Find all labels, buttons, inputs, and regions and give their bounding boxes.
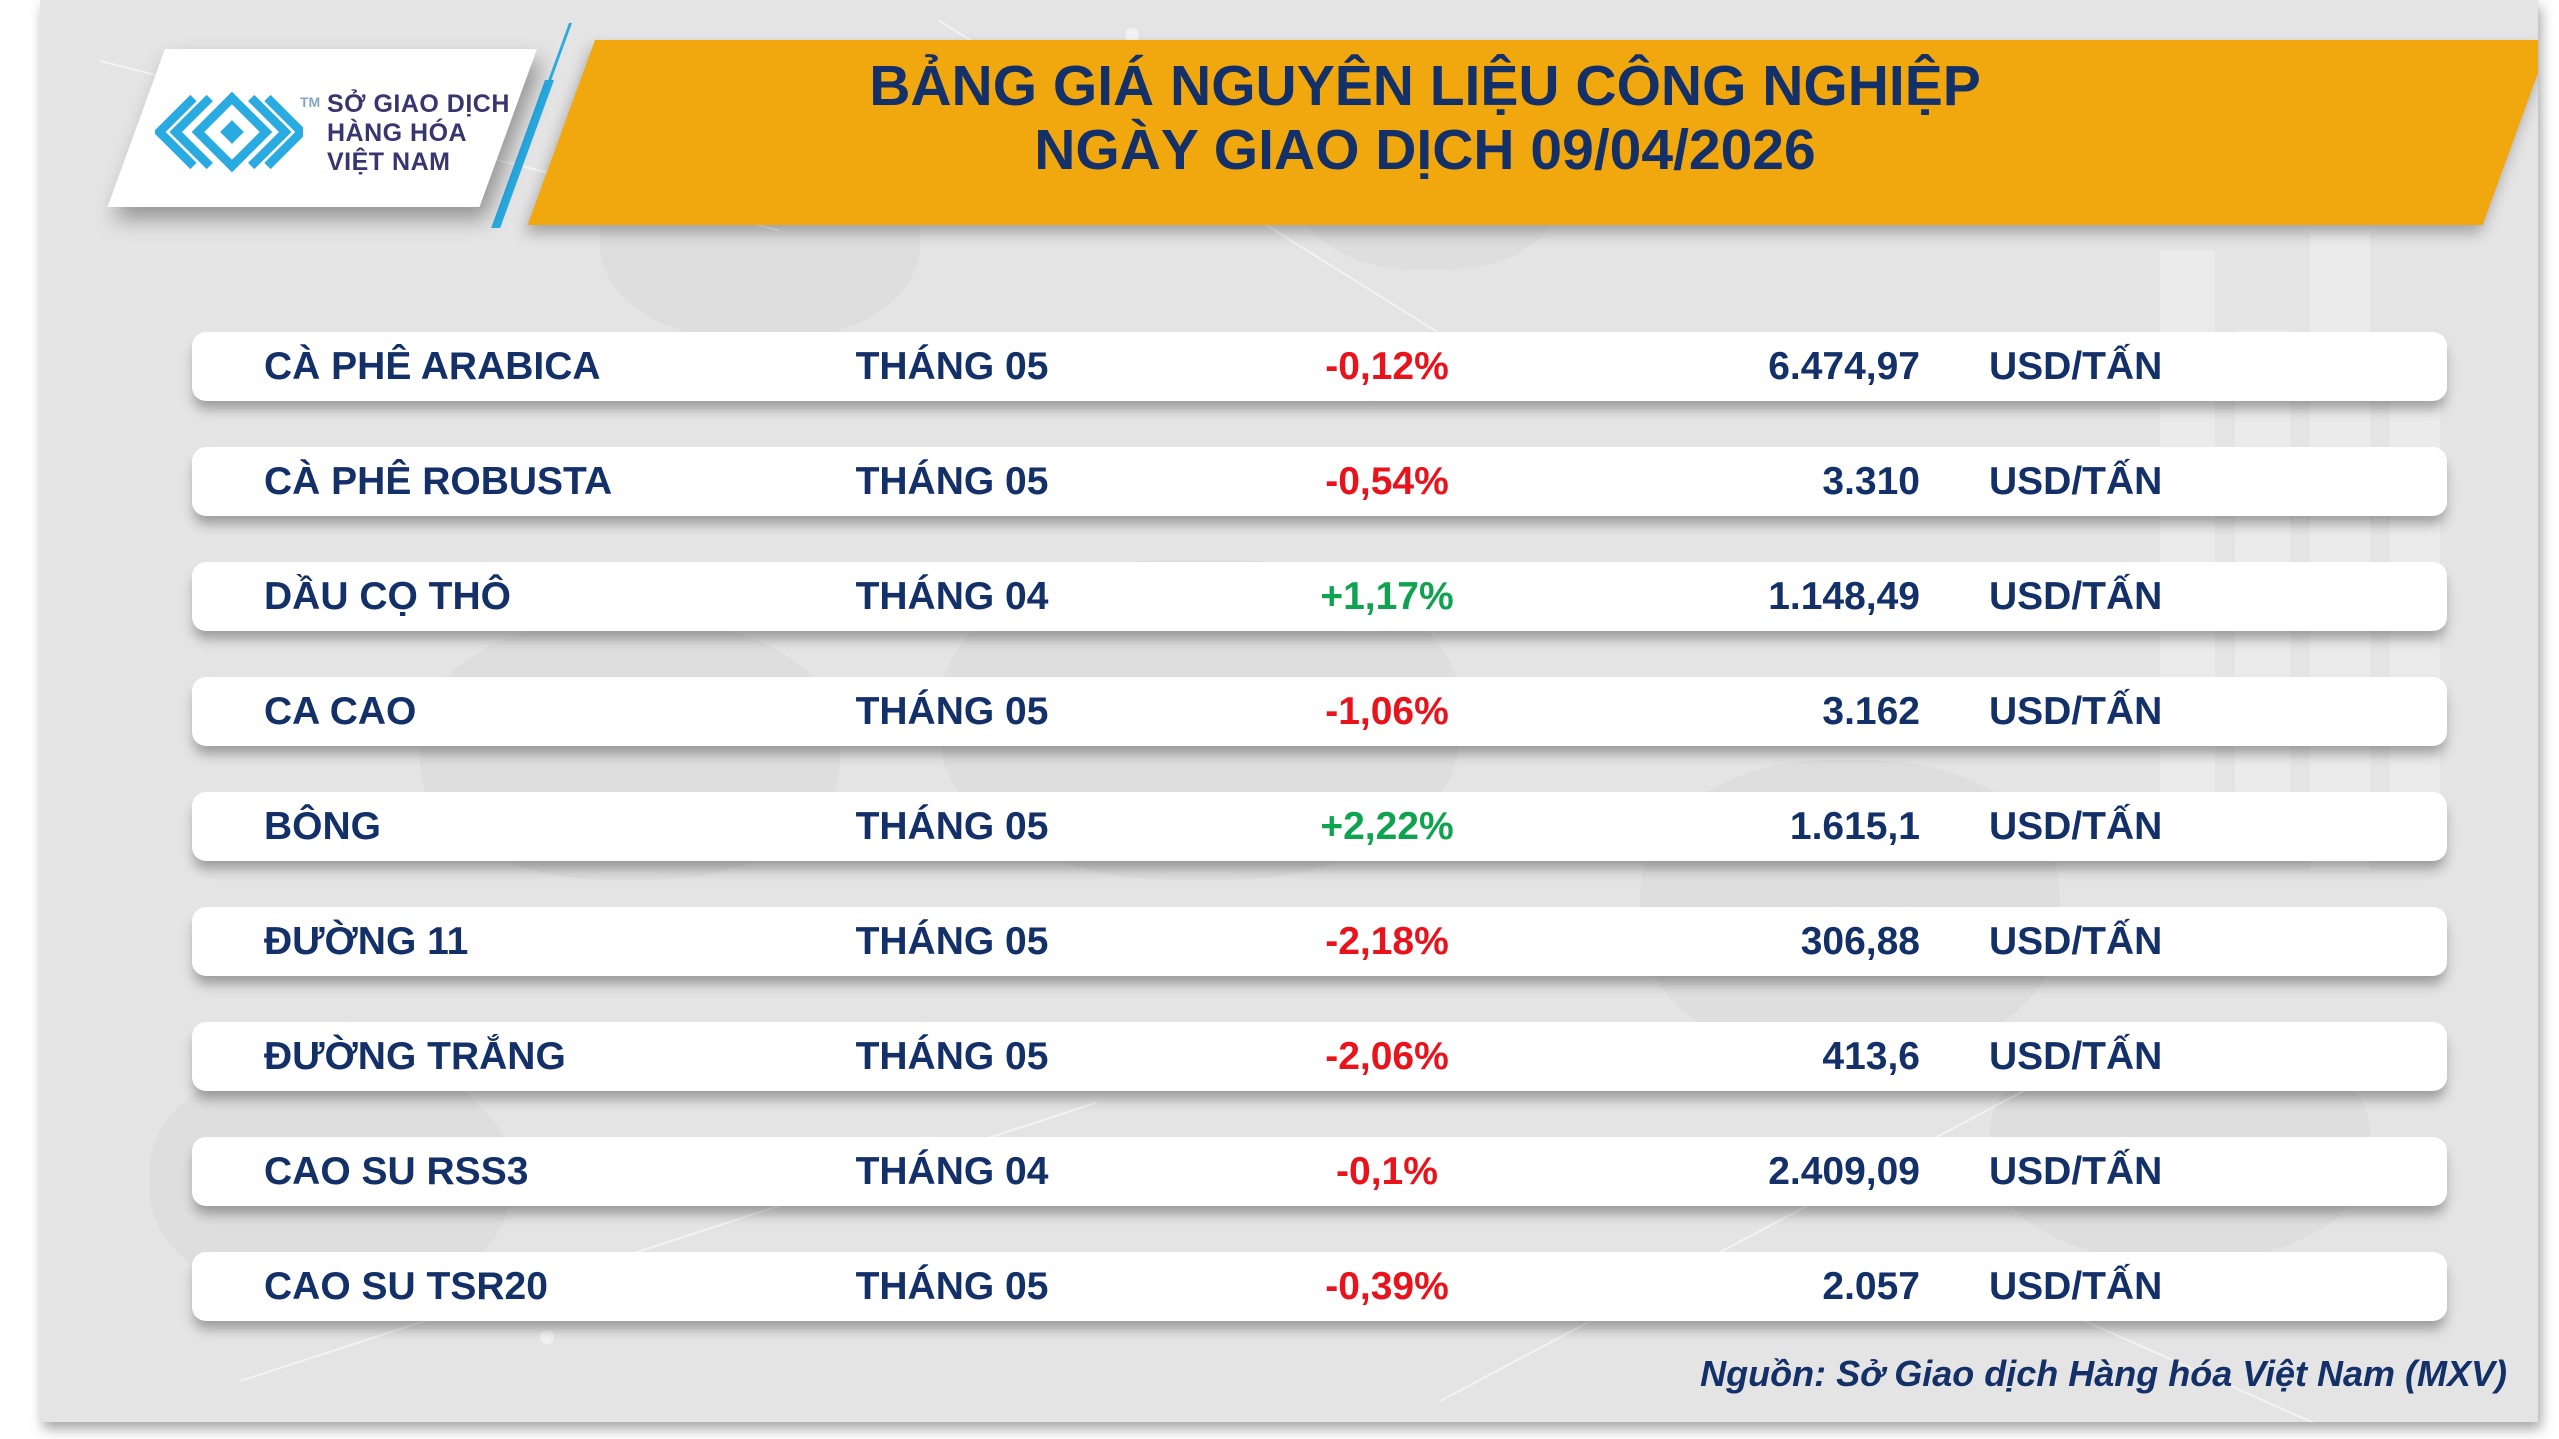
percent-change: -0,1% [1336, 1149, 1438, 1193]
page-title: BẢNG GIÁ NGUYÊN LIỆU CÔNG NGHIỆP NGÀY GI… [595, 54, 2255, 182]
contract-month: THÁNG 05 [855, 459, 1049, 503]
percent-change: -2,18% [1325, 919, 1449, 963]
contract-month: THÁNG 04 [855, 1149, 1049, 1193]
price-value: 6.474,97 [1768, 344, 1920, 388]
commodity-name: CAO SU RSS3 [264, 1149, 529, 1193]
logo-wordmark-line3: VIỆT NAM [327, 148, 451, 176]
table-row: CÀ PHÊ ARABICA THÁNG 05 -0,12% 6.474,97 … [192, 332, 2447, 401]
percent-change: -2,06% [1325, 1034, 1449, 1078]
price-unit: USD/TẤN [1989, 1149, 2163, 1193]
percent-change: -0,54% [1325, 459, 1449, 503]
percent-change: -1,06% [1325, 689, 1449, 733]
percent-change: -0,12% [1325, 344, 1449, 388]
table-row: CAO SU RSS3 THÁNG 04 -0,1% 2.409,09 USD/… [192, 1137, 2447, 1206]
price-unit: USD/TẤN [1989, 919, 2163, 963]
table-row: ĐƯỜNG 11 THÁNG 05 -2,18% 306,88 USD/TẤN [192, 907, 2447, 976]
contract-month: THÁNG 05 [855, 689, 1049, 733]
commodity-name: CAO SU TSR20 [264, 1264, 548, 1308]
price-value: 3.162 [1822, 689, 1920, 733]
commodity-name: CA CAO [264, 689, 417, 733]
table-row: CÀ PHÊ ROBUSTA THÁNG 05 -0,54% 3.310 USD… [192, 447, 2447, 516]
source-note: Nguồn: Sở Giao dịch Hàng hóa Việt Nam (M… [1700, 1353, 2507, 1394]
table-row: DẦU CỌ THÔ THÁNG 04 +1,17% 1.148,49 USD/… [192, 562, 2447, 631]
contract-month: THÁNG 05 [855, 1034, 1049, 1078]
mxv-diamond-logo-icon [155, 91, 303, 173]
contract-month: THÁNG 05 [855, 344, 1049, 388]
commodity-name: BÔNG [264, 804, 381, 848]
table-row: CA CAO THÁNG 05 -1,06% 3.162 USD/TẤN [192, 677, 2447, 746]
price-unit: USD/TẤN [1989, 1264, 2163, 1308]
page-title-line2: NGÀY GIAO DỊCH 09/04/2026 [1034, 118, 1816, 182]
price-unit: USD/TẤN [1989, 1034, 2163, 1078]
price-unit: USD/TẤN [1989, 689, 2163, 733]
background-panel: BẢNG GIÁ NGUYÊN LIỆU CÔNG NGHIỆP NGÀY GI… [40, 0, 2538, 1422]
commodity-name: ĐƯỜNG 11 [264, 919, 469, 963]
table-row: ĐƯỜNG TRẮNG THÁNG 05 -2,06% 413,6 USD/TẤ… [192, 1022, 2447, 1091]
logo-wordmark: SỞ GIAO DỊCH HÀNG HÓA VIỆT NAM [327, 90, 510, 177]
contract-month: THÁNG 05 [855, 919, 1049, 963]
percent-change: +2,22% [1320, 804, 1454, 848]
page-title-line1: BẢNG GIÁ NGUYÊN LIỆU CÔNG NGHIỆP [869, 54, 1981, 118]
price-value: 2.057 [1822, 1264, 1920, 1308]
logo-wordmark-line1: SỞ GIAO DỊCH [327, 90, 510, 118]
commodity-name: CÀ PHÊ ROBUSTA [264, 459, 613, 503]
price-value: 1.148,49 [1768, 574, 1920, 618]
bar-silhouette [2310, 230, 2370, 870]
price-value: 2.409,09 [1768, 1149, 1920, 1193]
network-dot [1125, 28, 1139, 42]
price-unit: USD/TẤN [1989, 804, 2163, 848]
price-value: 1.615,1 [1789, 804, 1920, 848]
table-row: BÔNG THÁNG 05 +2,22% 1.615,1 USD/TẤN [192, 792, 2447, 861]
table-row: CAO SU TSR20 THÁNG 05 -0,39% 2.057 USD/T… [192, 1252, 2447, 1321]
price-value: 413,6 [1822, 1034, 1920, 1078]
price-value: 3.310 [1822, 459, 1920, 503]
contract-month: THÁNG 04 [855, 574, 1049, 618]
contract-month: THÁNG 05 [855, 1264, 1049, 1308]
logo-wordmark-line2: HÀNG HÓA [327, 119, 468, 147]
price-value: 306,88 [1800, 919, 1920, 963]
commodity-name: ĐƯỜNG TRẮNG [264, 1034, 566, 1078]
price-unit: USD/TẤN [1989, 574, 2163, 618]
percent-change: +1,17% [1320, 574, 1454, 618]
mxv-logo: TM SỞ GIAO DỊCH HÀNG HÓA VIỆT NAM [40, 0, 640, 260]
commodity-name: DẦU CỌ THÔ [264, 574, 511, 618]
contract-month: THÁNG 05 [855, 804, 1049, 848]
price-unit: USD/TẤN [1989, 459, 2163, 503]
commodity-name: CÀ PHÊ ARABICA [264, 344, 601, 388]
trademark-symbol: TM [300, 94, 321, 110]
percent-change: -0,39% [1325, 1264, 1449, 1308]
network-dot [540, 1330, 554, 1344]
price-unit: USD/TẤN [1989, 344, 2163, 388]
